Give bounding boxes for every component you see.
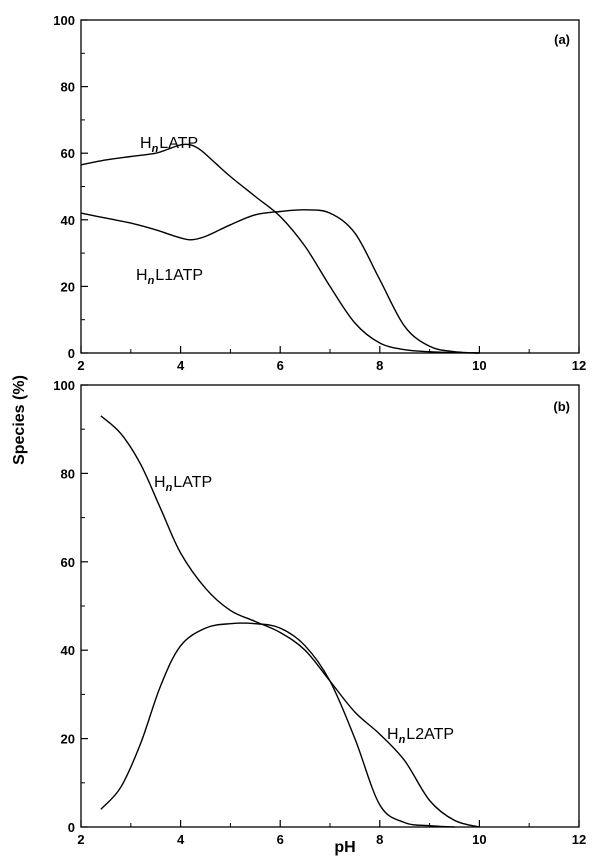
panel-b-plot-frame <box>80 384 580 828</box>
panel-b-y-tick-label: 60 <box>61 555 75 570</box>
panel-b-series-label-hnlatp: HnLATP <box>154 474 212 494</box>
panel-b-y-tick-label: 40 <box>61 643 75 658</box>
panel-a-curve-hnlatp <box>80 143 480 354</box>
panel-b-x-tick-label: 2 <box>77 832 84 847</box>
panel-a-series-label-hnlatp: HnLATP <box>140 135 198 155</box>
panel-a-plot-frame <box>80 19 580 354</box>
panel-b-x-tick-label: 4 <box>177 832 185 847</box>
panel-b-label: (b) <box>553 399 570 414</box>
panel-b-series-label-hnl2atp: HnL2ATP <box>387 726 454 746</box>
panel-a-y-tick-label: 0 <box>68 346 75 361</box>
panel-a-series-label-hnl1atp: HnL1ATP <box>136 267 203 287</box>
panel-a: 2 4 6 8 10 12 0 20 40 60 80 100 (a) HnLATP HnL1ATP <box>53 13 586 373</box>
panel-a-y-tick-label: 60 <box>61 146 75 161</box>
panel-b-curve-hnlatp <box>100 415 480 828</box>
panel-a-y-tick-label: 40 <box>61 213 75 228</box>
panel-a-label: (a) <box>554 32 570 47</box>
x-axis-title: pH <box>334 839 355 856</box>
panel-a-y-tick-label: 80 <box>61 80 75 95</box>
panel-a-x-tick-label: 4 <box>177 358 185 373</box>
panel-a-x-tick-label: 2 <box>77 358 84 373</box>
panel-b-x-tick-label: 12 <box>572 832 586 847</box>
panel-a-x-tick-label: 8 <box>376 358 383 373</box>
panel-a-y-tick-label: 100 <box>53 13 75 28</box>
panel-b-y-tick-label: 20 <box>61 732 75 747</box>
panel-a-x-tick-label: 10 <box>472 358 486 373</box>
panel-a-x-tick-label: 6 <box>277 358 284 373</box>
panel-b-y-tick-label: 80 <box>61 466 75 481</box>
panel-a-curve-hnl1atp <box>80 209 480 354</box>
panel-b-y-tick-label: 100 <box>53 378 75 393</box>
y-axis-title: Species (%) <box>11 375 28 465</box>
panel-b-curve-hnl2atp <box>100 622 455 828</box>
panel-b-y-tick-label: 0 <box>68 820 75 835</box>
panel-b-x-tick-label: 6 <box>277 832 284 847</box>
panel-b: 2 4 6 8 10 12 0 20 40 60 80 100 (b) HnLATP HnL2ATP <box>53 378 586 847</box>
panel-b-x-tick-label: 8 <box>376 832 383 847</box>
panel-a-x-tick-label: 12 <box>572 358 586 373</box>
panel-b-x-tick-label: 10 <box>472 832 486 847</box>
panel-a-y-tick-label: 20 <box>61 279 75 294</box>
